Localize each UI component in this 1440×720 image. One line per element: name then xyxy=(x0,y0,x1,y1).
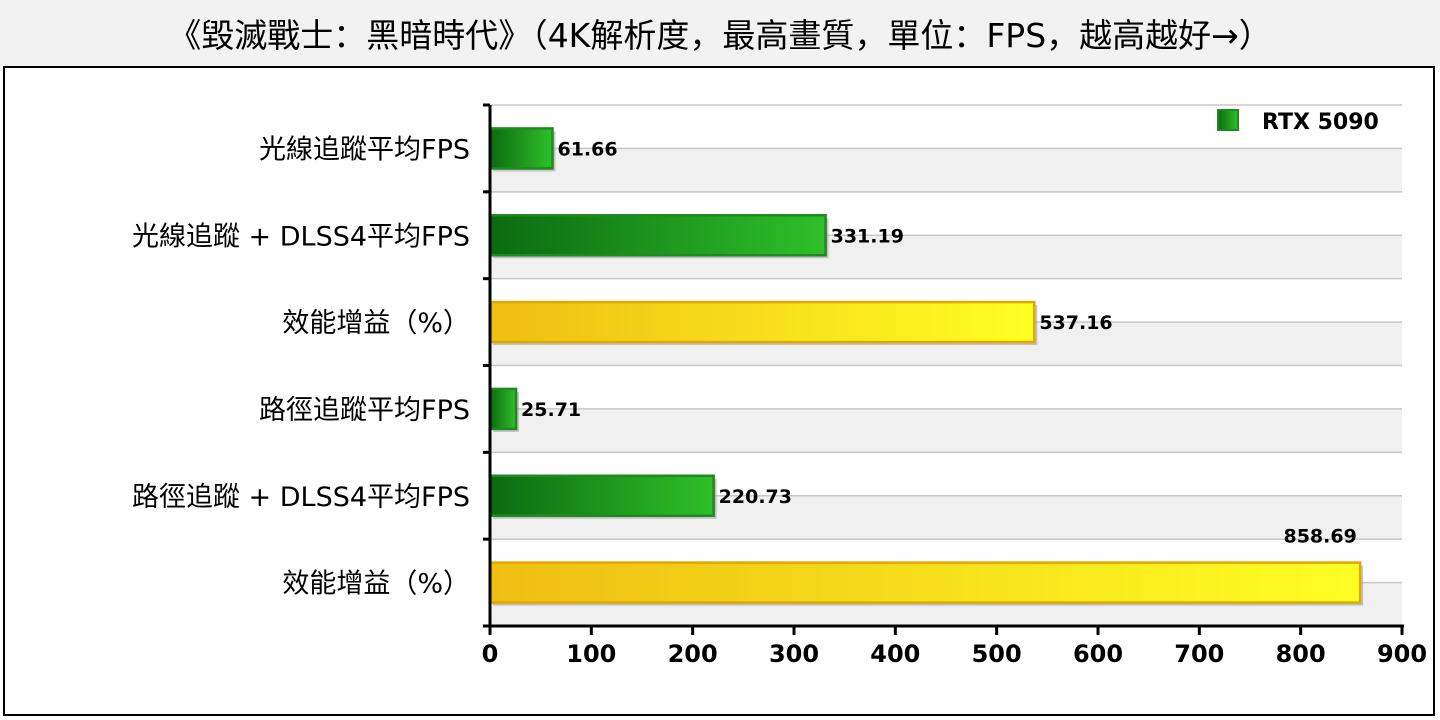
bar-1 xyxy=(488,214,827,257)
legend-label: RTX 5090 xyxy=(1262,110,1379,135)
category-label-3: 路徑追蹤平均FPS xyxy=(259,395,470,426)
x-tick-label-8: 800 xyxy=(1276,640,1326,668)
bar-5 xyxy=(488,561,1362,604)
bar-3 xyxy=(488,387,518,431)
plot-band xyxy=(490,365,1402,409)
value-label-0: 61.66 xyxy=(557,138,617,160)
x-tick-label-1: 100 xyxy=(566,640,616,668)
category-label-0: 光線追蹤平均FPS xyxy=(259,134,470,165)
x-tick-label-9: 900 xyxy=(1377,640,1427,668)
bar-2 xyxy=(488,300,1036,344)
chart-title-text: 《毀滅戰士：黑暗時代》（4K解析度，最高畫質，單位：FPS，越高越好→） xyxy=(168,16,1272,55)
plot-band xyxy=(490,105,1402,149)
plot-band xyxy=(490,408,1402,453)
x-tick-label-3: 300 xyxy=(769,640,819,668)
legend-swatch xyxy=(1217,109,1239,131)
category-label-4: 路徑追蹤 + DLSS4平均FPS xyxy=(132,482,470,513)
value-label-5: 858.69 xyxy=(1283,526,1356,548)
bar-0 xyxy=(488,127,554,170)
chart-title: 《毀滅戰士：黑暗時代》（4K解析度，最高畫質，單位：FPS，越高越好→） xyxy=(0,0,1440,66)
category-label-5: 效能增益（%） xyxy=(282,569,470,600)
x-tick-label-4: 400 xyxy=(870,640,920,668)
value-label-4: 220.73 xyxy=(719,486,792,508)
value-label-3: 25.71 xyxy=(521,399,581,421)
x-tick-label-7: 700 xyxy=(1174,640,1224,668)
x-tick-label-5: 500 xyxy=(972,640,1022,668)
plot-band xyxy=(490,148,1402,192)
value-label-2: 537.16 xyxy=(1039,312,1112,334)
category-label-1: 光線追蹤 + DLSS4平均FPS xyxy=(132,221,470,252)
x-tick-label-0: 0 xyxy=(482,640,499,668)
bar-4 xyxy=(488,474,715,517)
x-tick-label-6: 600 xyxy=(1073,640,1123,668)
x-tick-label-2: 200 xyxy=(668,640,718,668)
value-label-1: 331.19 xyxy=(831,225,904,247)
category-label-2: 效能增益（%） xyxy=(282,308,470,339)
